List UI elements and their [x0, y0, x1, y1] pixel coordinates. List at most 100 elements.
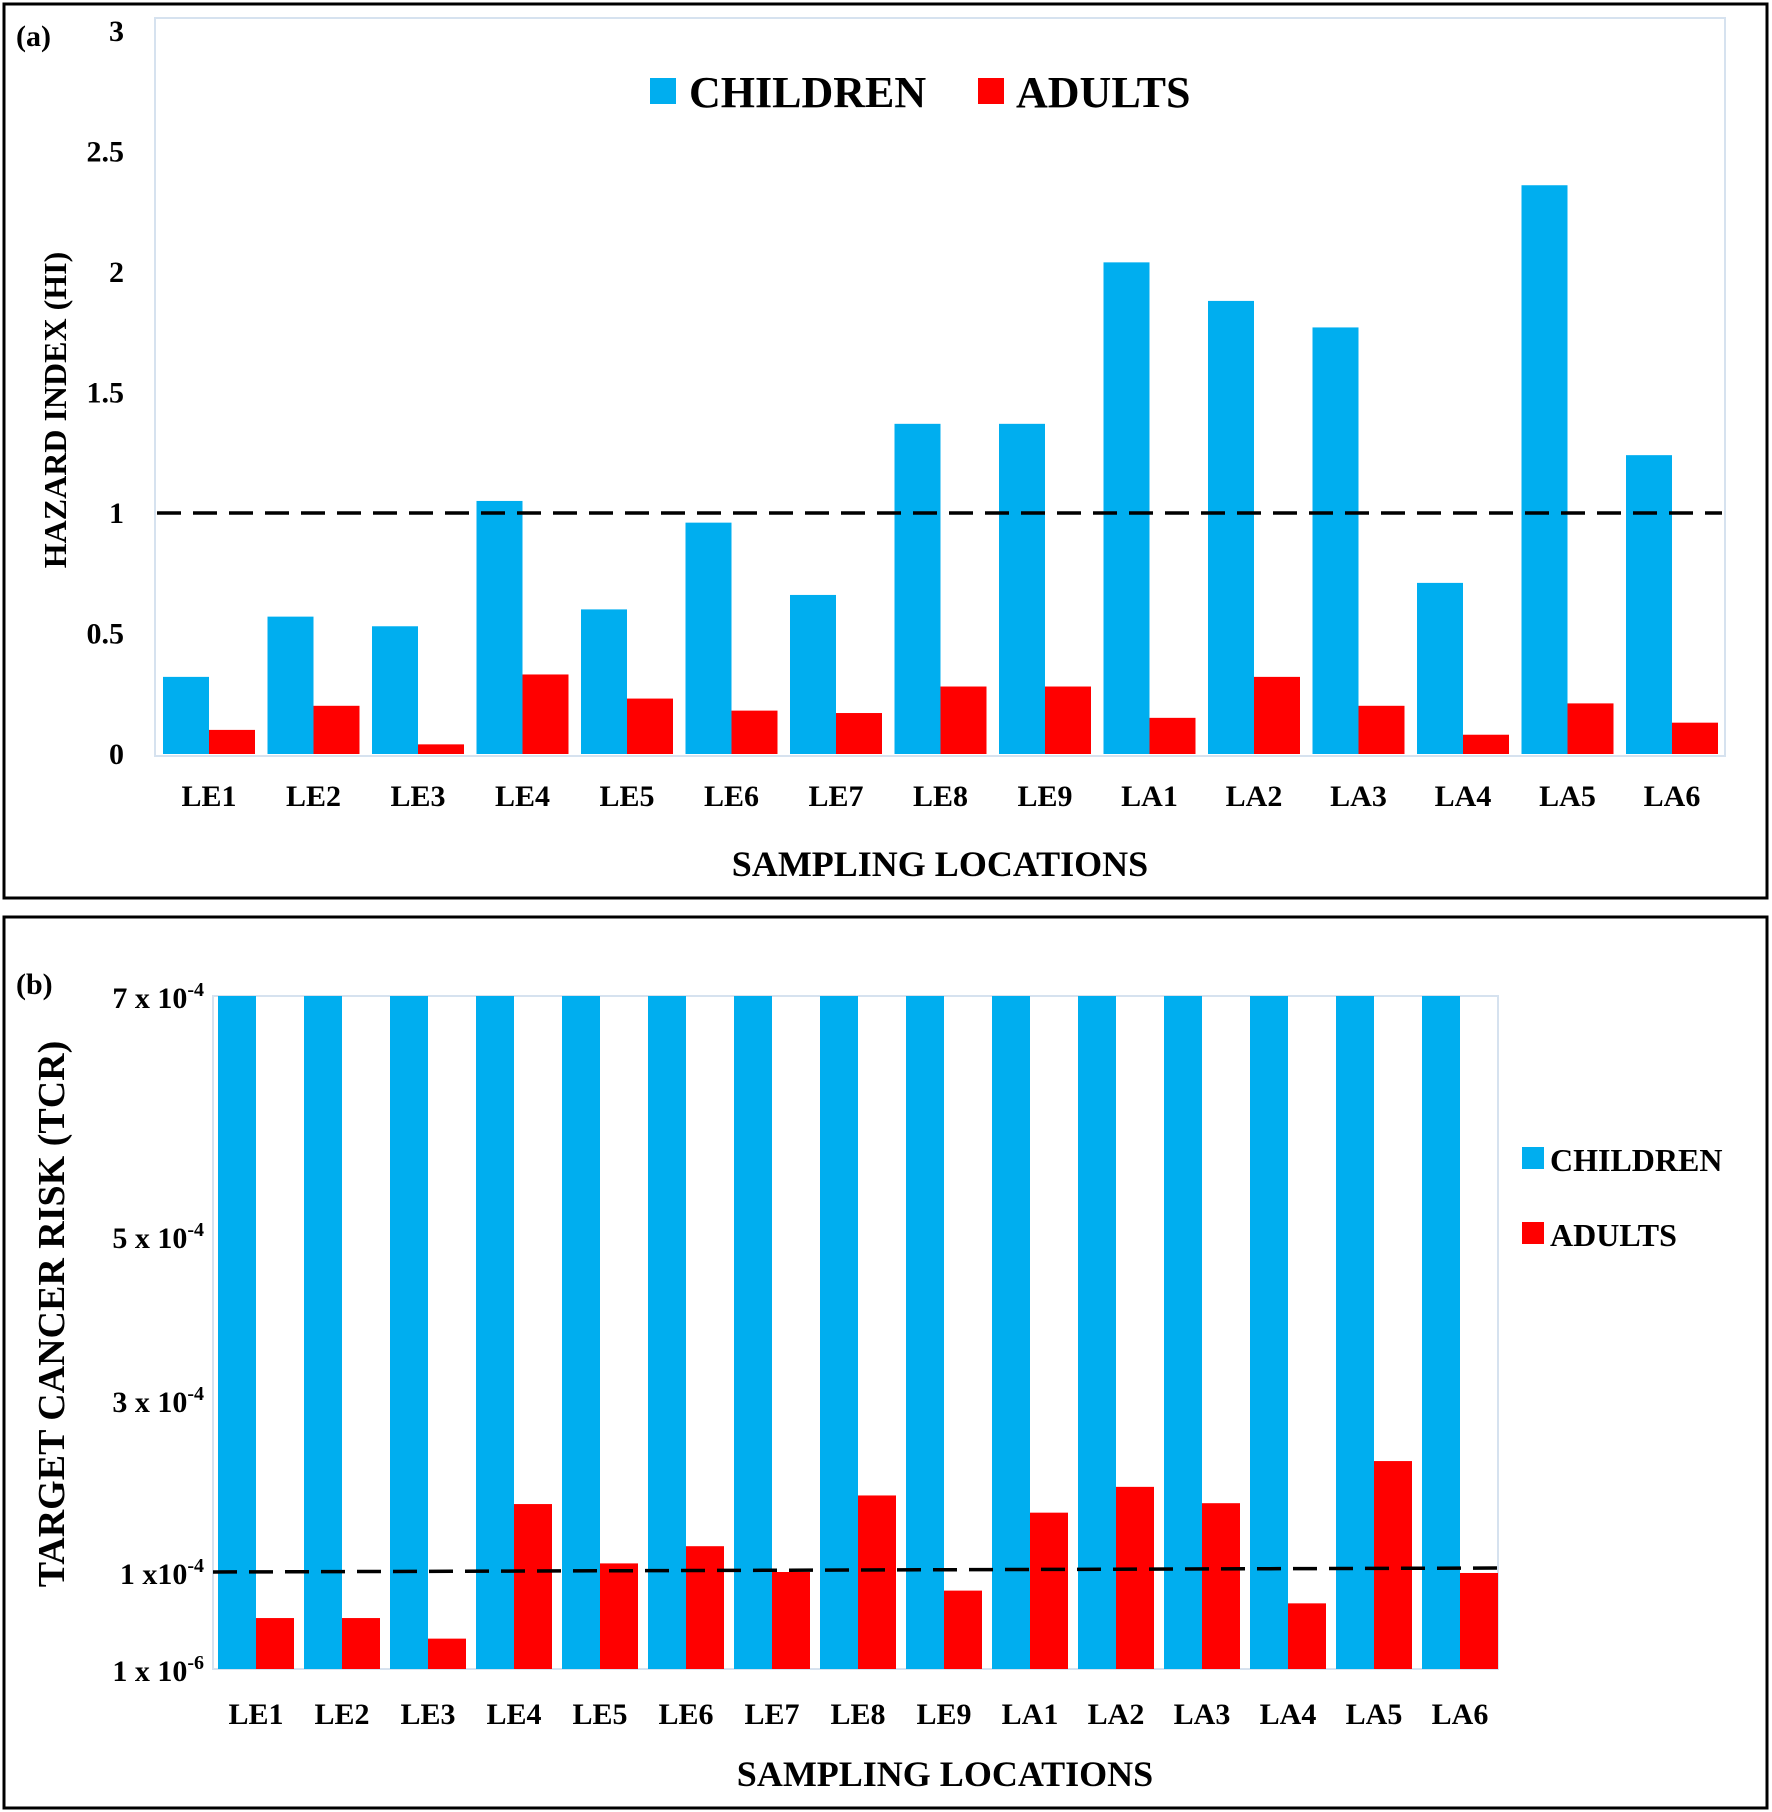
bar-a-adults-le5	[627, 698, 673, 754]
panel-b-x-tick-label: LA6	[1432, 1698, 1489, 1731]
panel-b-y-tick-label: 1 x 10-6	[112, 1652, 204, 1688]
panel-b-x-tick-label: LE4	[486, 1698, 541, 1731]
panel-a-x-tick-label: LE4	[495, 780, 550, 813]
bar-b-children-le1	[218, 996, 256, 1669]
bar-b-children-la4	[1250, 996, 1288, 1669]
bar-b-children-la1	[992, 996, 1030, 1669]
bar-a-children-la5	[1521, 185, 1568, 755]
legend-b-children-label: CHILDREN	[1550, 1142, 1722, 1178]
panel-a-x-tick-label: LE9	[1017, 780, 1072, 813]
panel-b-y-tick-label: 1 x10-4	[120, 1555, 204, 1591]
panel-a-y-tick-label: 1.5	[87, 377, 125, 410]
panel-a-x-tick-label: LA4	[1435, 780, 1492, 813]
panel-b-x-tick-label: LA2	[1088, 1698, 1145, 1731]
panel-a-x-tick-label: LA5	[1539, 780, 1596, 813]
bar-a-adults-le3	[418, 744, 464, 754]
panel-a-x-tick-label: LE7	[808, 780, 863, 813]
bar-b-adults-le7	[772, 1572, 810, 1669]
bar-a-children-le2	[267, 616, 314, 754]
panel-b-x-tick-label: LA1	[1002, 1698, 1059, 1731]
bar-a-children-le1	[163, 676, 209, 754]
panel-a-x-axis-title: SAMPLING LOCATIONS	[732, 844, 1148, 884]
panel-a-y-tick-label: 2.5	[87, 136, 125, 169]
bar-a-adults-le8	[940, 686, 987, 754]
panel-b-x-tick-label: LE3	[400, 1698, 455, 1731]
bar-a-adults-le2	[313, 705, 360, 754]
panel-a-y-axis-title: HAZARD INDEX (HI)	[37, 252, 73, 568]
panel-b-x-tick-label: LE9	[916, 1698, 971, 1731]
legend-a-adults-label: ADULTS	[1016, 68, 1190, 117]
panel-a-frame	[2, 2, 1769, 900]
bar-b-adults-le6	[686, 1546, 724, 1669]
bar-b-children-la5	[1336, 996, 1374, 1669]
bar-a-adults-la6	[1672, 722, 1718, 754]
bar-a-adults-la1	[1149, 717, 1196, 754]
panel-a-plot-area	[154, 17, 1726, 757]
panel-a-x-tick-label: LA3	[1330, 780, 1387, 813]
panel-b-label: (b)	[16, 968, 53, 1001]
panel-a-x-tick-label: LE2	[286, 780, 341, 813]
bar-b-adults-le2	[342, 1618, 380, 1669]
bar-b-adults-le9	[944, 1590, 982, 1669]
bar-b-children-le6	[648, 996, 686, 1669]
bar-a-children-la4	[1417, 582, 1463, 754]
panel-b-y-tick-label: 7 x 10-4	[112, 979, 204, 1015]
bar-b-children-le8	[820, 996, 858, 1669]
bar-a-children-le7	[790, 594, 836, 754]
bar-a-children-le5	[581, 609, 627, 754]
bar-a-children-la3	[1312, 327, 1359, 754]
bar-b-children-le3	[390, 996, 428, 1669]
bar-a-adults-le9	[1045, 686, 1091, 754]
panel-b-x-tick-label: LE1	[228, 1698, 283, 1731]
bar-a-adults-la4	[1463, 734, 1509, 754]
bar-a-children-le8	[894, 423, 941, 754]
panel-b-x-tick-label: LA5	[1346, 1698, 1403, 1731]
bar-b-adults-le4	[514, 1504, 552, 1669]
panel-b-frame	[2, 915, 1769, 1810]
bar-a-adults-la3	[1358, 705, 1405, 754]
bar-b-children-le5	[562, 996, 600, 1669]
bar-b-children-le4	[476, 996, 514, 1669]
legend-a-children-label: CHILDREN	[689, 68, 926, 117]
bar-b-children-le9	[906, 996, 944, 1669]
panel-b-x-tick-label: LE6	[658, 1698, 713, 1731]
bar-b-children-le2	[304, 996, 342, 1669]
legend-a-adults-swatch	[978, 78, 1004, 104]
legend-b-adults-swatch	[1522, 1222, 1544, 1244]
panel-a-legend: CHILDREN ADULTS	[650, 68, 1190, 117]
panel-b-x-tick-label: LE7	[744, 1698, 799, 1731]
panel-a-x-tick-label: LE1	[181, 780, 236, 813]
panel-b-x-tick-label: LA4	[1260, 1698, 1317, 1731]
bar-b-adults-la5	[1374, 1461, 1412, 1669]
bar-b-adults-le3	[428, 1638, 466, 1669]
panel-a-x-tick-label: LE5	[599, 780, 654, 813]
bar-b-adults-le5	[600, 1563, 638, 1669]
panel-a-x-tick-label: LA6	[1644, 780, 1701, 813]
bar-a-children-le4	[476, 500, 523, 754]
bar-b-children-le7	[734, 996, 772, 1669]
panel-b-y-tick-label: 5 x 10-4	[112, 1219, 204, 1255]
bar-a-adults-le4	[522, 674, 569, 754]
panel-a-label: (a)	[16, 20, 51, 53]
panel-a-x-tick-label: LA2	[1226, 780, 1283, 813]
panel-a-x-tick-label: LE6	[704, 780, 759, 813]
bar-a-adults-la2	[1254, 676, 1300, 754]
panel-a-x-tick-label: LA1	[1121, 780, 1178, 813]
panel-b-x-tick-label: LE8	[830, 1698, 885, 1731]
bar-a-children-le9	[999, 423, 1045, 754]
bar-a-adults-le6	[731, 710, 778, 754]
panel-a-y-tick-label: 2	[109, 256, 124, 289]
panel-b-x-tick-label: LE5	[572, 1698, 627, 1731]
bar-b-adults-le8	[858, 1495, 896, 1669]
bar-b-adults-la6	[1460, 1572, 1498, 1669]
bar-a-children-la2	[1208, 300, 1254, 754]
bar-a-children-la6	[1626, 455, 1672, 754]
bar-b-adults-la3	[1202, 1503, 1240, 1669]
bar-b-adults-la4	[1288, 1603, 1326, 1669]
panel-a-x-tick-label: LE3	[390, 780, 445, 813]
legend-b-adults-label: ADULTS	[1550, 1217, 1677, 1253]
panel-a-y-tick-label: 3	[109, 15, 124, 48]
bar-a-adults-le7	[836, 713, 882, 754]
panel-b-x-tick-label: LA3	[1174, 1698, 1231, 1731]
